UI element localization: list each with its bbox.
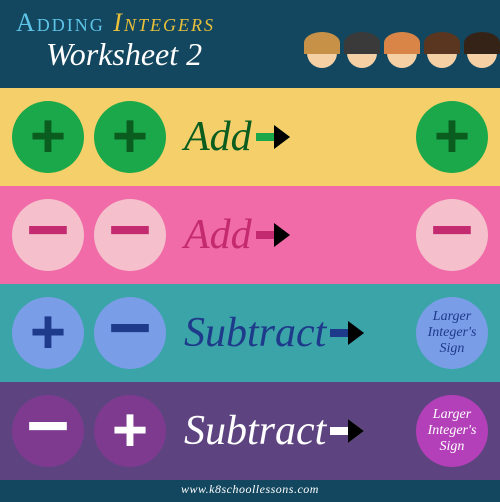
- result-circle: LargerInteger'sSign: [416, 395, 488, 467]
- sign-1: −: [26, 388, 70, 463]
- sign-circle-1: +: [12, 297, 84, 369]
- result-circle: LargerInteger'sSign: [416, 297, 488, 369]
- footer: www.k8schoollessons.com: [0, 480, 500, 502]
- rule-row-0: + + Add +: [0, 88, 500, 186]
- sign-circle-2: +: [94, 395, 166, 467]
- rules-rows: ++Add+−−Add−+−SubtractLargerInteger'sSig…: [0, 88, 500, 480]
- arrow-icon: [330, 321, 366, 345]
- action-label: Add: [184, 211, 252, 259]
- sign-2: −: [108, 192, 152, 267]
- rule-row-2: +−Subtract LargerInteger'sSign: [0, 284, 500, 382]
- sign-circle-2: +: [94, 101, 166, 173]
- rule-row-1: −−Add−: [0, 186, 500, 284]
- result-sign: −: [430, 192, 474, 267]
- sign-1: +: [30, 302, 66, 364]
- sign-2: +: [112, 106, 148, 168]
- sign-circle-1: −: [12, 199, 84, 271]
- sign-1: +: [30, 106, 66, 168]
- sign-2: −: [108, 290, 152, 365]
- arrow-icon: [256, 125, 292, 149]
- sign-circle-2: −: [94, 199, 166, 271]
- footer-text: www.k8schoollessons.com: [181, 482, 319, 496]
- result-circle: −: [416, 199, 488, 271]
- kids-illustration: [300, 20, 500, 88]
- result-sign: +: [434, 106, 470, 168]
- sign-circle-2: −: [94, 297, 166, 369]
- title-word2: Integers: [113, 8, 215, 37]
- sign-circle-1: −: [12, 395, 84, 467]
- action-label: Add: [184, 113, 252, 161]
- rule-row-3: −+ Subtract LargerInteger'sSign: [0, 382, 500, 480]
- sign-1: −: [26, 192, 70, 267]
- result-text: LargerInteger'sSign: [428, 407, 477, 455]
- action-label: Subtract: [184, 309, 326, 357]
- arrow-icon: [256, 223, 292, 247]
- result-text: LargerInteger'sSign: [428, 309, 477, 357]
- sign-2: +: [112, 400, 148, 462]
- sign-circle-1: +: [12, 101, 84, 173]
- arrow-icon: [330, 419, 366, 443]
- header: Adding Integers Worksheet 2: [0, 0, 500, 88]
- action-label: Subtract: [184, 407, 326, 455]
- title-word1: Adding: [16, 8, 105, 37]
- result-circle: +: [416, 101, 488, 173]
